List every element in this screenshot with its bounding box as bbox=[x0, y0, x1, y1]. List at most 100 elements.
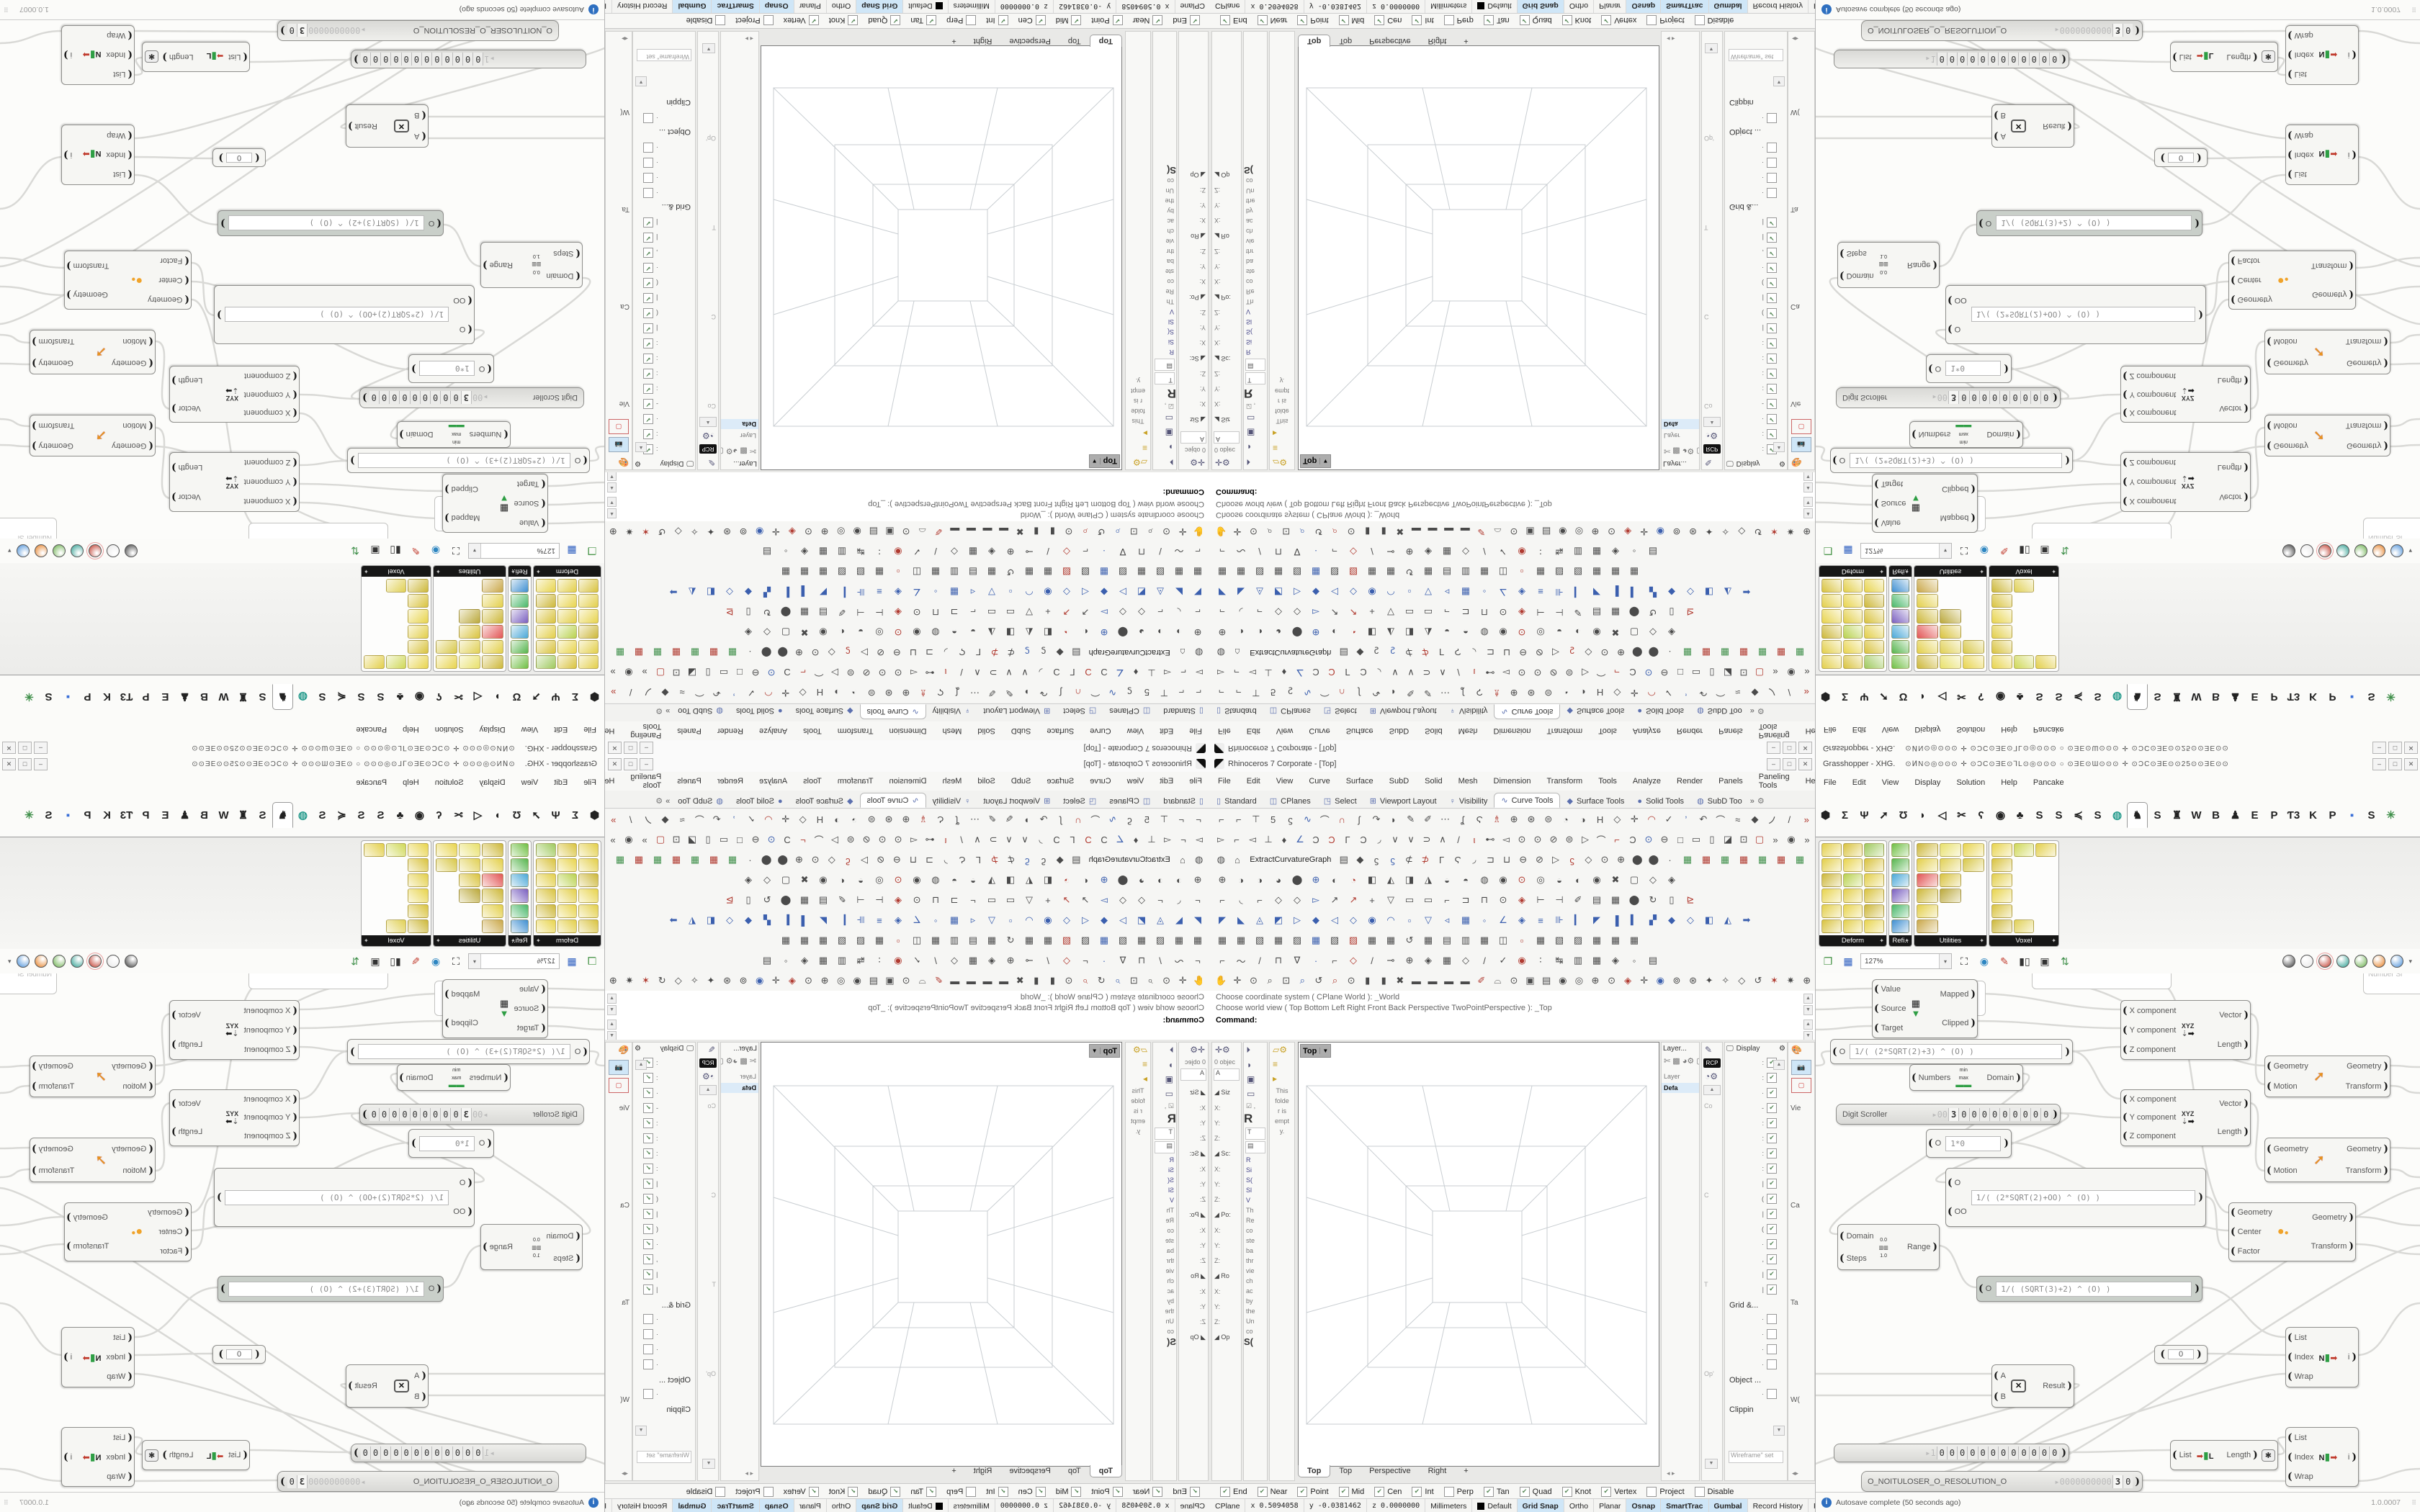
tool-icon[interactable]: ⌐ bbox=[1219, 687, 1224, 698]
input-port[interactable]: (OO bbox=[452, 1206, 474, 1218]
tool-icon[interactable]: ◈ bbox=[801, 955, 808, 966]
input-port[interactable]: (Source bbox=[513, 1003, 547, 1014]
component-icon[interactable] bbox=[1864, 654, 1884, 669]
toolbar-overflow-icon[interactable]: » bbox=[1749, 706, 1754, 715]
component-icon[interactable] bbox=[482, 624, 503, 639]
input-port[interactable]: (Numbers bbox=[468, 429, 510, 441]
checkbox-checked-icon[interactable] bbox=[1767, 278, 1777, 289]
axes-widget-icon[interactable]: ⇅ bbox=[351, 955, 359, 967]
tool-icon[interactable]: ⊙ bbox=[894, 874, 902, 885]
osnap-point[interactable]: Point bbox=[1092, 1486, 1123, 1497]
tool-icon[interactable]: ✐ bbox=[1477, 526, 1486, 537]
tool-icon[interactable]: ◈ bbox=[1612, 955, 1619, 966]
tool-icon[interactable]: ✦ bbox=[1705, 526, 1713, 537]
tool-icon[interactable]: ◐ bbox=[1332, 874, 1337, 886]
scroller-digit[interactable]: 0 bbox=[2020, 391, 2030, 405]
tool-icon[interactable]: ◈ bbox=[895, 607, 902, 618]
tool-icon[interactable]: ↹ bbox=[1555, 955, 1564, 966]
panel-icon[interactable]: 🞂 bbox=[1170, 457, 1173, 467]
tool-icon[interactable]: ↶ bbox=[712, 688, 721, 698]
tool-icon[interactable]: ∨ bbox=[1392, 834, 1399, 845]
tool-icon[interactable]: ◨ bbox=[1404, 874, 1415, 885]
tool-icon[interactable]: Ͻ bbox=[1101, 834, 1108, 845]
tool-icon[interactable]: Γ bbox=[975, 854, 982, 865]
osnap-knot[interactable]: Knot bbox=[1561, 15, 1591, 26]
tool-icon[interactable]: ◈ bbox=[895, 914, 902, 925]
input-port[interactable]: (OO bbox=[452, 294, 474, 306]
tool-icon[interactable]: ⊢ bbox=[875, 894, 884, 905]
folder-icon[interactable]: ▱⚙ bbox=[1273, 457, 1287, 467]
wireframe-set-field[interactable]: Wireframe" set bbox=[637, 1451, 691, 1463]
tool-icon[interactable]: · bbox=[748, 647, 752, 658]
component-icon[interactable] bbox=[459, 639, 480, 654]
component-icon[interactable] bbox=[557, 873, 578, 888]
scroller-digit[interactable]: 0 bbox=[1957, 53, 1968, 66]
input-port[interactable]: (Wrap bbox=[2286, 30, 2316, 42]
tool-icon[interactable]: ◎ bbox=[1574, 526, 1584, 537]
component-icon[interactable] bbox=[536, 919, 556, 933]
output-port[interactable]: ) bbox=[2135, 24, 2140, 37]
tool-icon[interactable]: ◦ bbox=[933, 586, 938, 598]
tool-icon[interactable]: ⊕ bbox=[1405, 546, 1414, 557]
tool-icon[interactable]: ↺ bbox=[1754, 526, 1762, 537]
input-port[interactable]: (Motion bbox=[110, 1165, 155, 1176]
expression[interactable]: (O 1*0) bbox=[1926, 354, 2012, 383]
checkbox-checked-icon[interactable] bbox=[1767, 1102, 1777, 1113]
tool-icon[interactable]: / bbox=[1457, 667, 1460, 678]
gh-category-tab[interactable]: S bbox=[377, 690, 385, 703]
tool-icon[interactable]: ◇ bbox=[1649, 874, 1657, 885]
tool-icon[interactable]: ⬤ bbox=[1628, 607, 1640, 618]
tool-icon[interactable]: ▧ bbox=[1080, 567, 1090, 577]
menu-item-view[interactable]: View bbox=[1126, 777, 1144, 786]
tool-icon[interactable]: ▬ bbox=[1460, 975, 1470, 986]
expression-text[interactable]: 1*0 bbox=[1945, 361, 2002, 377]
tool-icon[interactable]: ▦ bbox=[818, 935, 828, 945]
dropdown-icon[interactable]: ▾ bbox=[2408, 957, 2412, 965]
tool-icon[interactable]: H bbox=[816, 814, 824, 825]
cplane-icon[interactable]: ▦ bbox=[1776, 647, 1786, 658]
tool-icon[interactable]: ✷ bbox=[625, 526, 634, 537]
osnap-end[interactable]: End bbox=[1220, 1486, 1247, 1497]
tool-icon[interactable]: ▯ bbox=[745, 894, 751, 905]
tool-icon[interactable]: ▽ bbox=[1425, 587, 1432, 598]
tool-icon[interactable]: ⊸ bbox=[1025, 955, 1034, 966]
tool-icon[interactable]: ≈ bbox=[679, 687, 685, 698]
display-sphere-icon[interactable] bbox=[2300, 544, 2314, 557]
scroller-digit[interactable]: 0 bbox=[422, 53, 433, 66]
tool-icon[interactable]: ▫ bbox=[1520, 566, 1524, 577]
tool-icon[interactable]: ▥ bbox=[1573, 955, 1583, 966]
tool-icon[interactable]: Ϛ bbox=[1476, 814, 1483, 825]
tool-icon[interactable]: ⊣ bbox=[856, 607, 865, 618]
osnap-cen[interactable]: Cen bbox=[1374, 1486, 1402, 1497]
tool-icon[interactable]: ◈ bbox=[895, 894, 902, 905]
scroller-digit[interactable]: 0 bbox=[2030, 1107, 2041, 1121]
expression-text[interactable]: 1*0 bbox=[418, 1135, 475, 1151]
menu-item-render[interactable]: Render bbox=[717, 726, 743, 735]
input-port[interactable]: (B bbox=[1992, 1391, 2007, 1403]
output-port[interactable]: Geometry) bbox=[2344, 1061, 2390, 1072]
component-icon[interactable] bbox=[1842, 843, 1863, 858]
tool-icon[interactable]: ⬤ bbox=[1117, 627, 1129, 638]
checkbox-checked-icon[interactable] bbox=[1561, 1486, 1572, 1497]
tool-icon[interactable]: ⊙ bbox=[1499, 607, 1507, 618]
checkbox-checked-icon[interactable] bbox=[1767, 354, 1777, 364]
tool-icon[interactable]: ▧ bbox=[1255, 567, 1265, 577]
tool-icon[interactable]: ⊕ bbox=[1617, 647, 1626, 658]
viewport-tab-right[interactable]: Right bbox=[1428, 37, 1447, 45]
tool-icon[interactable]: ◉ bbox=[894, 955, 902, 966]
panel-icon[interactable]: ◗ bbox=[1247, 442, 1252, 452]
tool-icon[interactable]: ◔ bbox=[1064, 874, 1070, 886]
remap-numbers[interactable]: (Value(Source(Target ▦ ▼ Mapped) Clipped) bbox=[1872, 979, 1978, 1038]
input-port[interactable]: (Y component bbox=[243, 1025, 299, 1036]
output-port[interactable]: Geometry) bbox=[30, 440, 76, 451]
checkbox-checked-icon[interactable] bbox=[998, 1486, 1008, 1497]
layer-row-default[interactable]: Defa bbox=[721, 419, 758, 429]
menu-item-surface[interactable]: Surface bbox=[1047, 777, 1075, 786]
tool-icon[interactable]: ▦ bbox=[818, 546, 828, 557]
checkbox-checked-icon[interactable] bbox=[1767, 1148, 1777, 1158]
input-port[interactable]: (Y component bbox=[243, 477, 299, 488]
tool-icon[interactable]: ✧ bbox=[690, 975, 699, 986]
output-port[interactable]: i) bbox=[62, 149, 73, 161]
tool-icon[interactable]: ◆ bbox=[1101, 914, 1108, 925]
tool-icon[interactable]: ◨ bbox=[1404, 627, 1415, 638]
